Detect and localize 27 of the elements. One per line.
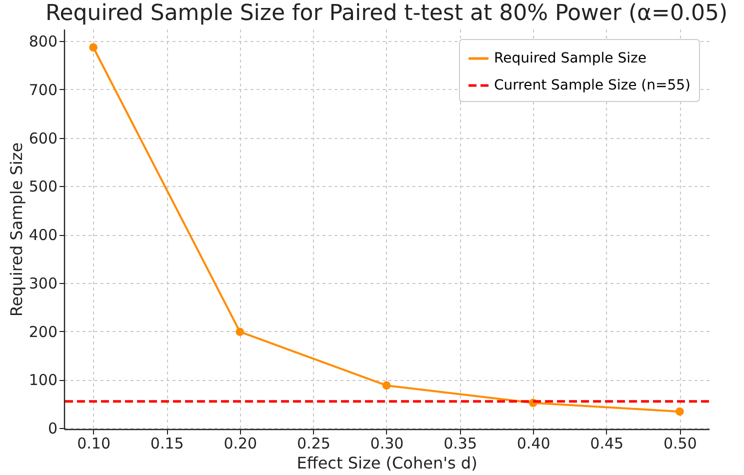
- x-tick-label: 0.45: [590, 434, 624, 452]
- x-tick-label: 0.25: [297, 434, 330, 452]
- point: [89, 43, 98, 52]
- y-tick-label: 700: [28, 80, 58, 99]
- y-axis-title: Required Sample Size: [6, 142, 26, 317]
- y-tick-label: 300: [28, 274, 58, 292]
- point: [676, 407, 684, 416]
- y-tick-label: 0: [48, 420, 58, 438]
- x-tick-label: 0.35: [444, 434, 477, 452]
- x-tick-label: 0.40: [516, 434, 550, 452]
- y-tick-label: 200: [28, 322, 58, 341]
- chart-title: Required Sample Size for Paired t-test at 80% Power (α=0.05): [45, 1, 728, 26]
- y-tick-label: 500: [28, 178, 58, 196]
- x-axis-title: Effect Size (Cohen's d): [296, 454, 478, 472]
- x-tick-label: 0.15: [150, 434, 184, 452]
- y-tick-label: 400: [28, 226, 58, 244]
- x-tick-label: 0.30: [370, 434, 404, 452]
- y-tick-label: 100: [28, 371, 58, 390]
- point: [382, 381, 391, 390]
- y-tick-label: 600: [28, 129, 58, 148]
- legend-label: Required Sample Size: [494, 50, 646, 66]
- x-tick-label: 0.50: [663, 434, 697, 452]
- x-tick-label: 0.20: [224, 434, 258, 452]
- point: [236, 328, 244, 336]
- x-tick-label: 0.10: [77, 434, 111, 452]
- y-tick-label: 800: [28, 32, 58, 51]
- legend-label: Current Sample Size (n=55): [494, 78, 691, 94]
